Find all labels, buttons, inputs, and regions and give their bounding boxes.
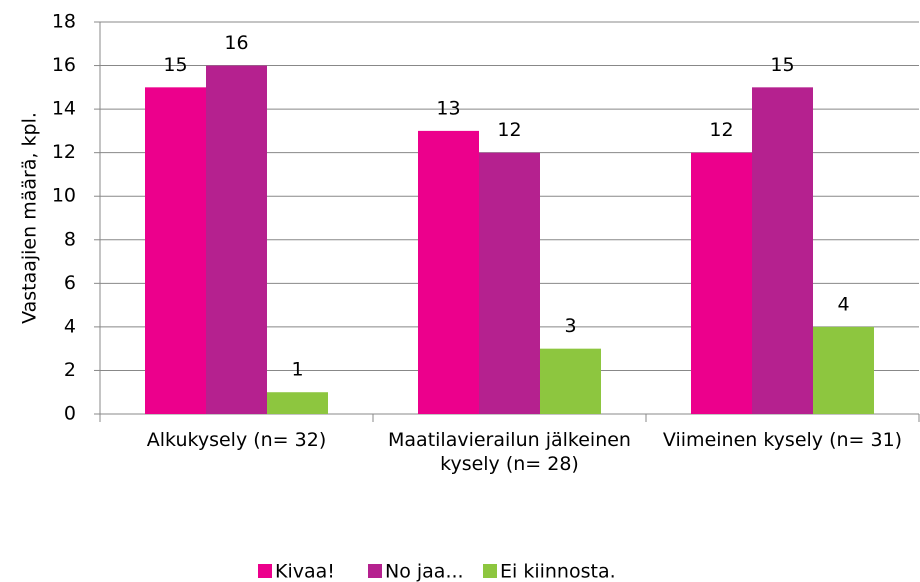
legend-label: Ei kiinnosta.	[500, 561, 616, 582]
x-tick-label-box: Maatilavierailun jälkeinen kysely (n= 28…	[388, 429, 631, 475]
bar	[418, 130, 479, 414]
x-tick-label: Maatilavierailun jälkeinen kysely (n= 28…	[388, 429, 631, 475]
data-label: 16	[224, 32, 248, 54]
data-label: 13	[436, 97, 460, 119]
data-label: 1	[291, 359, 303, 381]
x-tick-label: Alkukysely (n= 32)	[146, 429, 327, 451]
y-tick-label: 2	[64, 359, 76, 381]
bar	[206, 65, 267, 415]
bar	[691, 152, 752, 414]
data-label: 4	[837, 293, 849, 315]
y-tick-label: 8	[64, 228, 76, 250]
legend-label: No jaa...	[385, 561, 464, 582]
x-tick-label-box: Alkukysely (n= 32)	[146, 429, 327, 451]
y-tick-label: 10	[52, 185, 76, 207]
y-tick-label: 16	[52, 54, 76, 76]
bar	[540, 348, 601, 414]
y-tick-label: 12	[52, 141, 76, 163]
legend-swatch	[483, 564, 497, 578]
data-label: 12	[709, 119, 733, 141]
y-tick-label: 14	[52, 98, 76, 120]
bar	[145, 87, 206, 414]
y-tick-label: 6	[64, 272, 76, 294]
y-tick-label: 18	[52, 11, 76, 33]
y-axis-label: Vastaajien määrä, kpl.	[19, 112, 41, 324]
legend-swatch	[258, 564, 272, 578]
bar	[479, 152, 540, 414]
x-tick-label: Viimeinen kysely (n= 31)	[662, 429, 903, 451]
bar	[752, 87, 813, 414]
legend-label: Kivaa!	[275, 561, 335, 582]
data-label: 15	[163, 54, 187, 76]
bar	[813, 326, 874, 414]
bar	[267, 392, 328, 414]
x-tick-label-box: Viimeinen kysely (n= 31)	[662, 429, 903, 451]
data-label: 15	[770, 54, 794, 76]
data-label: 3	[564, 315, 576, 337]
data-label: 12	[497, 119, 521, 141]
y-tick-label: 4	[64, 315, 76, 337]
y-tick-label: 0	[64, 403, 76, 425]
legend-swatch	[368, 564, 382, 578]
